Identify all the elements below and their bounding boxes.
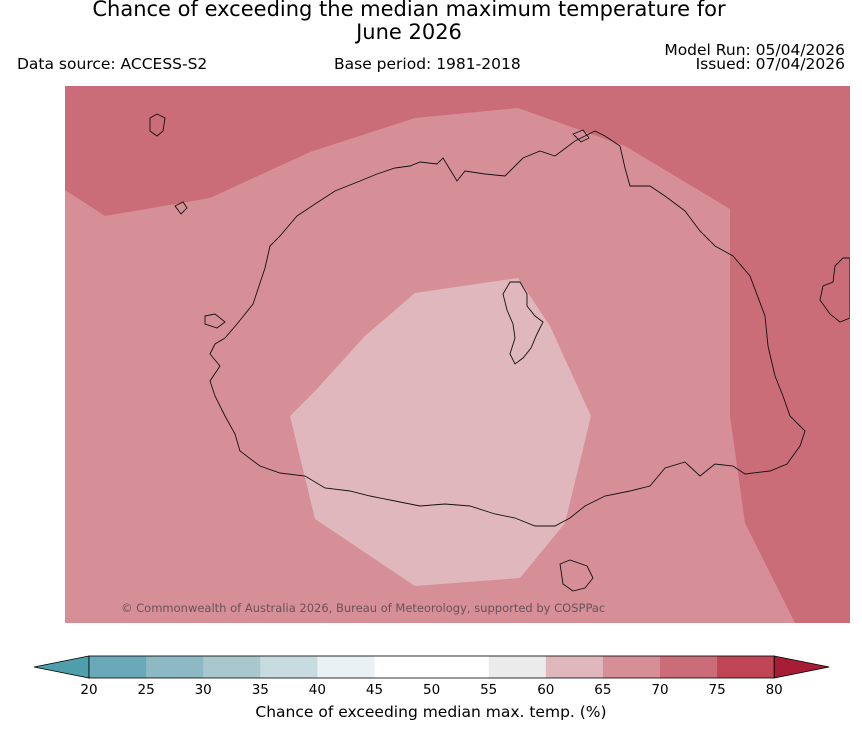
coastline-outlines xyxy=(149,113,850,592)
map-canvas xyxy=(65,86,850,623)
colorbar-tick-label: 50 xyxy=(423,682,441,698)
forecast-map xyxy=(65,86,850,623)
colorbar-tick-label: 25 xyxy=(137,682,155,698)
colorbar-tick-label: 30 xyxy=(194,682,212,698)
colorbar-segment xyxy=(374,656,432,678)
colorbar-frame xyxy=(88,655,775,679)
colorbar-under-arrow xyxy=(33,655,90,679)
new-zealand-coastline xyxy=(819,257,850,323)
copyright-notice: © Commonwealth of Australia 2026, Bureau… xyxy=(121,601,606,615)
colorbar-over-arrow xyxy=(773,655,830,679)
colorbar-segment xyxy=(146,656,204,678)
colorbar-tick-label: 60 xyxy=(537,682,555,698)
tasmania-coastline xyxy=(559,559,594,592)
title-line-1: Chance of exceeding the median maximum t… xyxy=(92,0,726,21)
colorbar-segment xyxy=(545,656,604,678)
region-60-65 xyxy=(290,278,591,586)
colorbar-tick-label: 45 xyxy=(365,682,384,698)
colorbar-tick-label: 75 xyxy=(708,682,726,698)
colorbar-segment xyxy=(203,656,261,678)
papua-islands xyxy=(149,113,590,329)
map-title: Chance of exceeding the median maximum t… xyxy=(0,0,862,44)
peninsula-coastline xyxy=(502,281,544,365)
colorbar-tick-label: 65 xyxy=(594,682,612,698)
title-line-2: June 2026 xyxy=(356,20,462,44)
colorbar xyxy=(33,655,830,679)
colorbar-segment xyxy=(602,656,661,678)
colorbar-segment xyxy=(89,656,147,678)
mainland-coastline xyxy=(209,130,806,527)
colorbar-tick-label: 40 xyxy=(308,682,326,698)
colorbar-segment xyxy=(660,656,718,678)
colorbar-tick-label: 70 xyxy=(651,682,669,698)
base-period-label: Base period: 1981-2018 xyxy=(334,55,521,73)
colorbar-tick-label: 55 xyxy=(480,682,498,698)
colorbar-segment xyxy=(260,656,318,678)
colorbar-tick-label: 80 xyxy=(765,682,783,698)
colorbar-tick-label: 20 xyxy=(80,682,98,698)
model-run-label: Model Run: 05/04/2026 xyxy=(664,41,845,59)
colorbar-tick-label: 35 xyxy=(251,682,269,698)
colorbar-segment xyxy=(717,656,775,678)
colorbar-segment xyxy=(488,656,547,678)
colorbar-segment xyxy=(317,656,375,678)
colorbar-label: Chance of exceeding median max. temp. (%… xyxy=(255,703,607,721)
issued-label: Issued: 07/04/2026 xyxy=(695,55,845,73)
data-source-label: Data source: ACCESS-S2 xyxy=(17,55,208,73)
colorbar-segment xyxy=(431,656,490,678)
